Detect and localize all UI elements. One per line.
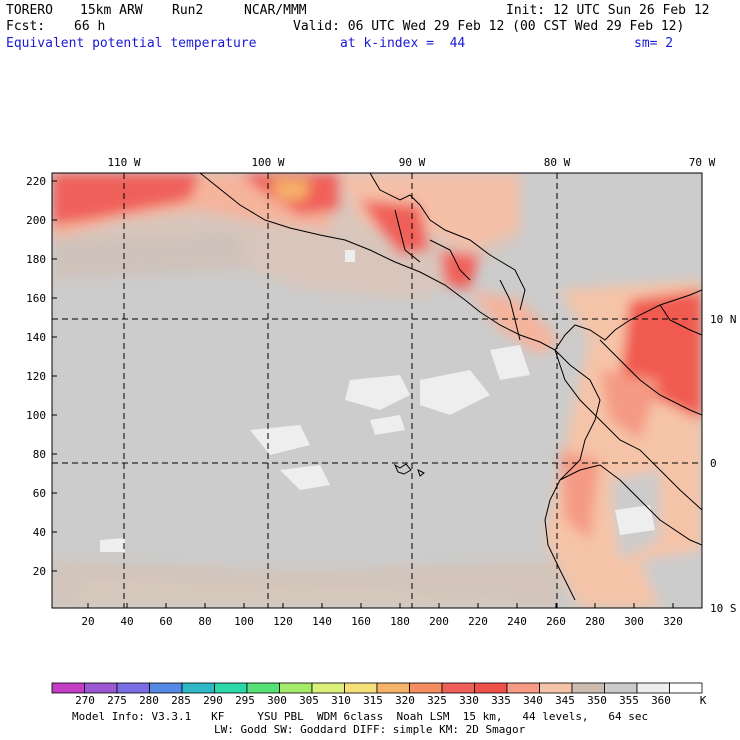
colorbar-label: 275 (107, 694, 127, 707)
x-tick-label: 260 (546, 615, 566, 628)
y-tick-label: 100 (26, 409, 46, 422)
x-tick-label: 40 (120, 615, 133, 628)
colorbar-swatch (311, 682, 345, 694)
smoothing-label: sm= 2 (634, 36, 674, 51)
forecast-label: Fcst: (6, 19, 46, 34)
colorbar-label: 315 (363, 694, 383, 707)
init-time: Init: 12 UTC Sun 26 Feb 12 (506, 3, 710, 18)
x-tick-label: 100 (234, 615, 254, 628)
x-tick-label: 60 (159, 615, 172, 628)
colorbar-label: 325 (427, 694, 447, 707)
forecast-hour: 66 h (74, 19, 106, 34)
colorbar-swatch (506, 682, 540, 694)
model-resolution: 15km ARW (80, 3, 143, 18)
colorbar-swatch (246, 682, 280, 694)
colorbar-label: 320 (395, 694, 415, 707)
y-tick-label: 180 (26, 253, 46, 266)
x-tick-label: 220 (468, 615, 488, 628)
colorbar-swatch (344, 682, 378, 694)
lon-label: 70 W (689, 156, 716, 169)
colorbar-label: 270 (75, 694, 95, 707)
field-shading (52, 173, 702, 608)
x-tick-label: 200 (429, 615, 449, 628)
axis-labels: 110 W 100 W 90 W 80 W 70 W 10 N 0 10 S 2… (26, 156, 736, 628)
colorbar-swatch (571, 682, 605, 694)
colorbar-label: 305 (299, 694, 319, 707)
lat-label: 0 (710, 457, 717, 470)
y-tick-label: 120 (26, 370, 46, 383)
lat-label: 10 N (710, 313, 737, 326)
field-name: Equivalent potential temperature (6, 36, 257, 51)
colorbar-swatch (84, 682, 118, 694)
y-tick-label: 140 (26, 331, 46, 344)
run-label: Run2 (172, 3, 204, 18)
colorbar-swatch (539, 682, 573, 694)
colorbar-swatch (441, 682, 475, 694)
x-tick-label: 300 (624, 615, 644, 628)
y-tick-label: 220 (26, 175, 46, 188)
colorbar-label: 355 (619, 694, 639, 707)
colorbar-swatch (636, 682, 670, 694)
colorbar-swatch (376, 682, 410, 694)
colorbar-unit: K (699, 694, 707, 707)
model-name: TORERO (6, 3, 53, 18)
graticule (52, 173, 702, 608)
y-tick-label: 60 (33, 487, 46, 500)
y-tick-label: 200 (26, 214, 46, 227)
lon-label: 100 W (251, 156, 284, 169)
colorbar-swatch (149, 682, 183, 694)
x-tick-label: 160 (351, 615, 371, 628)
colorbar-swatch (474, 682, 508, 694)
colorbar-label: 280 (139, 694, 159, 707)
colorbar-swatch (51, 682, 85, 694)
colorbar-swatch (669, 682, 703, 694)
physics-info: LW: Godd SW: Goddard DIFF: simple KM: 2D… (214, 723, 526, 736)
x-tick-label: 80 (198, 615, 211, 628)
lon-label: 80 W (544, 156, 571, 169)
colorbar-swatch (604, 682, 638, 694)
valid-time: Valid: 06 UTC Wed 29 Feb 12 (00 CST Wed … (293, 19, 685, 34)
colorbar-label: 295 (235, 694, 255, 707)
x-tick-label: 140 (312, 615, 332, 628)
org-label: NCAR/MMM (244, 3, 307, 18)
x-tick-label: 20 (81, 615, 94, 628)
y-tick-label: 160 (26, 292, 46, 305)
y-tick-label: 80 (33, 448, 46, 461)
colorbar-swatch (181, 682, 215, 694)
y-tick-label: 20 (33, 565, 46, 578)
axis-ticks (52, 180, 674, 608)
x-tick-label: 240 (507, 615, 527, 628)
y-tick-label: 40 (33, 526, 46, 539)
x-tick-label: 180 (390, 615, 410, 628)
colorbar-swatch (214, 682, 248, 694)
colorbar-label: 285 (171, 694, 191, 707)
lat-label: 10 S (710, 602, 737, 615)
colorbar (51, 682, 703, 694)
colorbar-label: 310 (331, 694, 351, 707)
coastlines (199, 173, 702, 601)
lon-label: 90 W (399, 156, 426, 169)
colorbar-label: 340 (523, 694, 543, 707)
colorbar-swatch (279, 682, 313, 694)
x-tick-label: 280 (585, 615, 605, 628)
colorbar-swatch (409, 682, 443, 694)
lon-label: 110 W (107, 156, 140, 169)
level-label: at k-index = 44 (340, 36, 466, 51)
model-info: Model Info: V3.3.1 KF YSU PBL WDM 6class… (72, 710, 649, 723)
colorbar-swatch (116, 682, 150, 694)
colorbar-label: 300 (267, 694, 287, 707)
colorbar-label: 330 (459, 694, 479, 707)
colorbar-label: 360 (651, 694, 671, 707)
colorbar-label: 345 (555, 694, 575, 707)
colorbar-label: 350 (587, 694, 607, 707)
colorbar-label: 290 (203, 694, 223, 707)
x-tick-label: 320 (663, 615, 683, 628)
map-frame (51, 172, 703, 609)
colorbar-label: 335 (491, 694, 511, 707)
x-tick-label: 120 (273, 615, 293, 628)
